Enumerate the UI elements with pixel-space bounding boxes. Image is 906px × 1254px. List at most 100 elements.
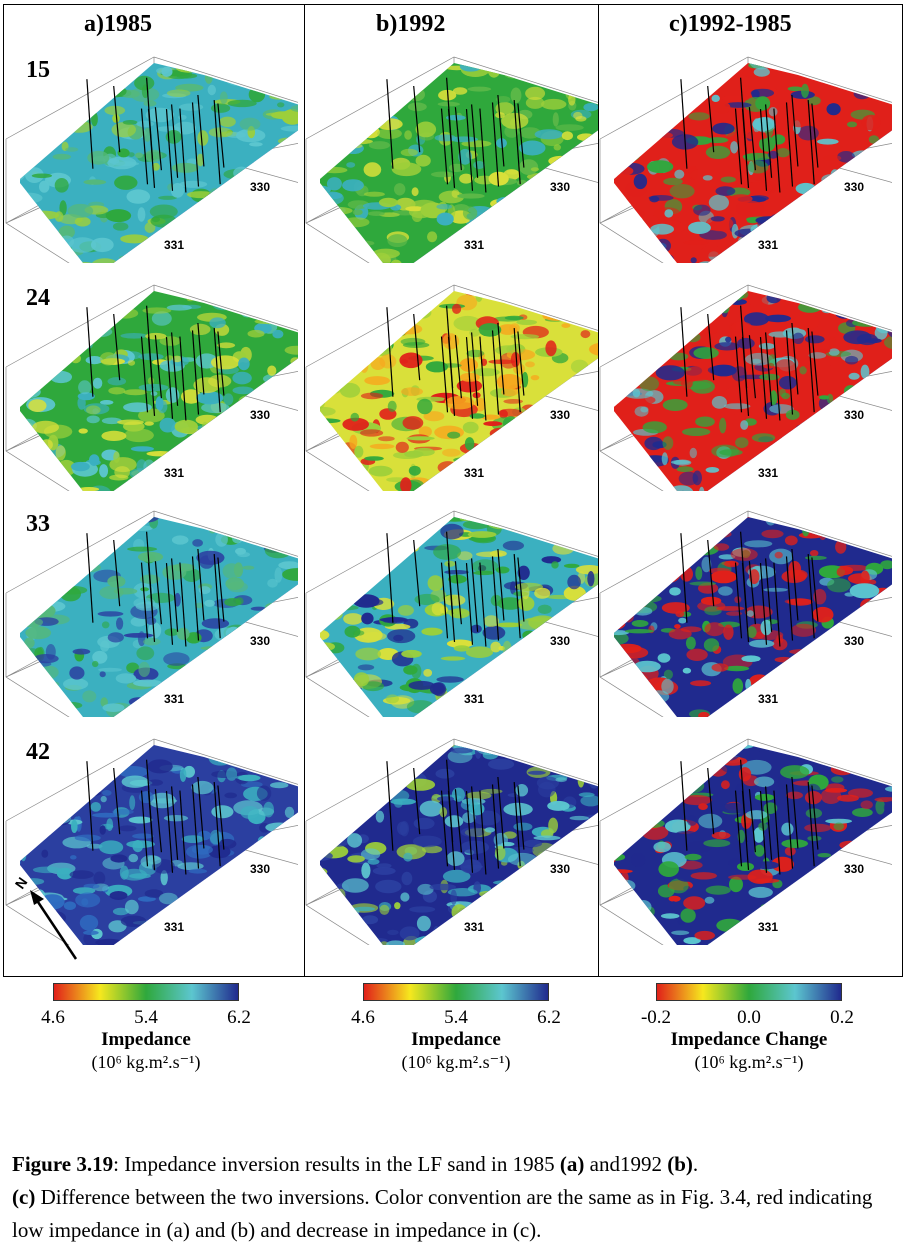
caption-text: and1992	[584, 1152, 668, 1176]
inline-label-330: 330	[250, 634, 270, 648]
well-trajectory	[491, 556, 500, 641]
caption-ref-c: (c)	[12, 1185, 36, 1209]
legend-tick: 6.2	[537, 1007, 561, 1028]
legend-tick: 5.4	[134, 1007, 158, 1028]
well-trajectory	[413, 767, 421, 835]
well-trajectory	[765, 558, 773, 632]
well-trajectory	[491, 330, 500, 415]
inline-label-331: 331	[464, 466, 484, 480]
well-trajectory	[197, 776, 205, 849]
figure-frame: a)1985 b)1992 c)1992-1985 15 24 33 42 33…	[3, 4, 903, 977]
well-trajectory	[386, 307, 394, 397]
well-trajectory	[785, 784, 794, 869]
row-label-24: 24	[26, 285, 50, 311]
well-trajectory	[147, 562, 156, 642]
legend-title: Impedance Change	[670, 1029, 828, 1050]
well-trajectory	[197, 94, 205, 167]
map-panel-a-42: 330 331	[4, 715, 298, 945]
map-panel-a-33: 330 331	[4, 487, 298, 717]
well-trajectory	[791, 548, 799, 621]
well-trajectory	[491, 102, 500, 187]
well-trajectory	[707, 85, 715, 153]
well-trajectory	[454, 335, 462, 399]
well-trajectory	[191, 784, 200, 869]
map-panel-c-42: 330 331	[598, 715, 892, 945]
well-trajectory	[513, 100, 521, 185]
well-trajectory	[497, 548, 505, 621]
well-trajectory	[213, 100, 221, 185]
well-trajectory	[147, 790, 156, 870]
well-trajectory	[217, 785, 225, 850]
well-trajectory	[217, 331, 225, 396]
well-trajectory	[811, 331, 819, 396]
column-divider	[598, 5, 599, 976]
legend-tick: 4.6	[351, 1007, 375, 1028]
north-arrow: N	[12, 874, 94, 975]
well-trajectory	[471, 558, 479, 632]
well-trajectory	[807, 554, 815, 639]
well-trajectory	[179, 336, 187, 421]
well-trajectory	[517, 331, 525, 396]
well-trajectory	[440, 562, 449, 639]
well-trajectory	[197, 548, 205, 621]
column-title-a: a)1985	[84, 11, 152, 37]
well-trajectory	[454, 107, 462, 171]
well-trajectory	[86, 79, 94, 169]
legend-title: Impedance	[101, 1029, 191, 1050]
well-trajectory	[86, 761, 94, 851]
well-trajectory	[765, 786, 773, 860]
caption-ref-a: (a)	[559, 1152, 585, 1176]
row-label-42: 42	[26, 739, 50, 765]
well-trajectory	[191, 102, 200, 187]
well-trajectory	[471, 332, 479, 406]
well-trajectory	[140, 790, 149, 867]
well-trajectory	[734, 562, 743, 639]
map-panel-b-33: 330 331	[304, 487, 598, 717]
inline-label-330: 330	[550, 408, 570, 422]
inline-label-331: 331	[164, 920, 184, 934]
well-trajectory	[440, 108, 449, 185]
caption-text: .	[692, 1152, 699, 1176]
well-trajectory	[171, 104, 179, 178]
well-trajectory	[765, 104, 773, 178]
well-trajectory	[471, 104, 479, 178]
well-trajectory	[785, 102, 794, 187]
map-panel-a-24: 330 331	[4, 261, 298, 491]
inline-label-331: 331	[758, 692, 778, 706]
inline-label-331: 331	[464, 692, 484, 706]
inline-label-330: 330	[250, 408, 270, 422]
well-trajectory	[386, 533, 394, 623]
well-trajectory	[707, 313, 715, 381]
well-trajectory	[447, 336, 456, 416]
well-trajectory	[479, 336, 487, 421]
well-trajectory	[454, 561, 462, 625]
well-trajectory	[759, 791, 768, 873]
well-trajectory	[154, 107, 162, 171]
well-trajectory	[213, 554, 221, 639]
well-trajectory	[497, 776, 505, 849]
well-trajectory	[86, 307, 94, 397]
well-trajectory	[171, 332, 179, 406]
inline-label-330: 330	[550, 180, 570, 194]
well-trajectory	[386, 761, 394, 851]
legend-tick: 6.2	[227, 1007, 251, 1028]
well-trajectory	[171, 786, 179, 860]
well-trajectory	[680, 307, 688, 397]
well-trajectory	[197, 322, 205, 395]
well-trajectory	[707, 767, 715, 835]
inline-label-330: 330	[550, 862, 570, 876]
well-trajectory	[479, 108, 487, 193]
well-trajectory	[513, 782, 521, 867]
caption-text: : Impedance inversion results in the LF …	[113, 1152, 560, 1176]
map-panel-a-15: 330 331	[4, 33, 298, 263]
map-panel-c-15: 330 331	[598, 33, 892, 263]
well-trajectory	[741, 562, 750, 642]
inline-label-331: 331	[758, 238, 778, 252]
well-trajectory	[748, 789, 756, 853]
well-trajectory	[191, 330, 200, 415]
well-trajectory	[741, 790, 750, 870]
well-trajectory	[773, 108, 781, 193]
well-trajectory	[413, 313, 421, 381]
well-trajectory	[213, 782, 221, 867]
well-trajectory	[497, 322, 505, 395]
